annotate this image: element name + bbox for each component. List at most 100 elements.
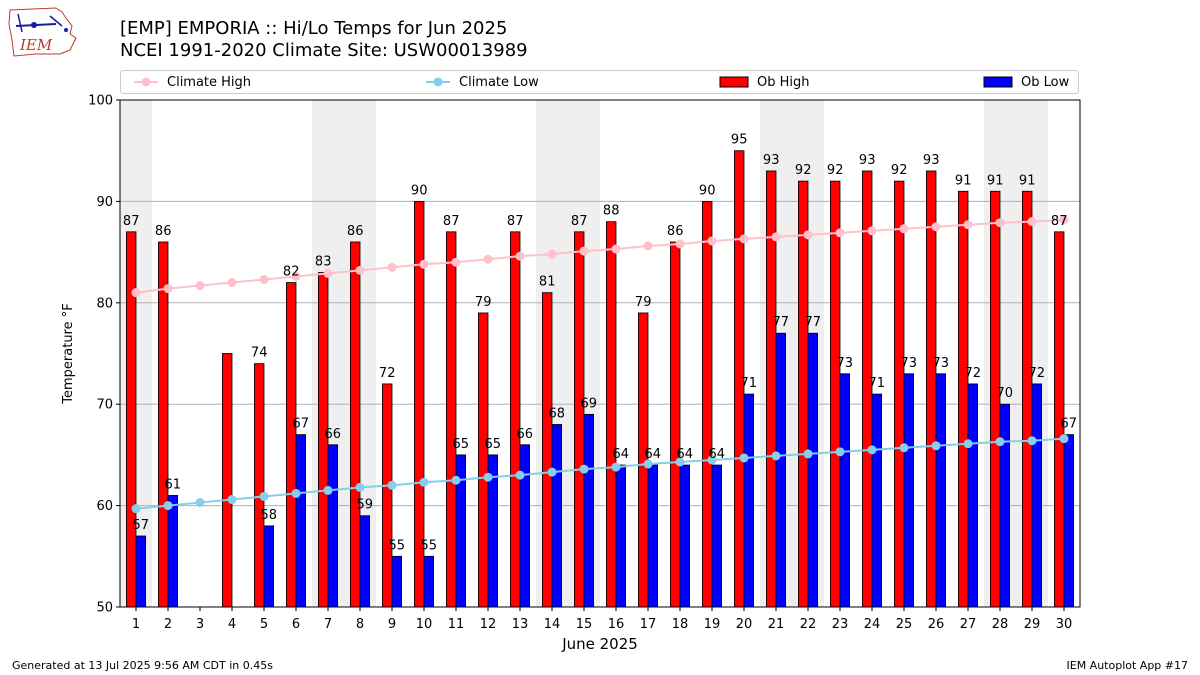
bar-ob-low	[615, 464, 627, 608]
x-tick-label: 7	[324, 617, 332, 632]
x-tick-label: 6	[292, 617, 300, 632]
point-climate-high	[291, 271, 301, 281]
data-label-ob-high: 93	[923, 153, 940, 168]
point-climate-low	[899, 443, 909, 453]
point-climate-high	[131, 288, 141, 298]
bar-ob-low	[1031, 383, 1043, 608]
x-tick-label: 26	[928, 617, 945, 632]
x-tick-label: 30	[1056, 617, 1073, 632]
point-climate-high	[355, 265, 365, 275]
x-tick-label: 4	[228, 617, 236, 632]
bar-ob-high	[1022, 190, 1033, 608]
bar-ob-high	[574, 231, 585, 608]
bar-ob-high	[285, 282, 297, 608]
y-tick-label: 90	[96, 195, 113, 210]
data-label-ob-high: 93	[763, 153, 780, 168]
data-label-ob-high: 86	[667, 224, 684, 239]
data-label-ob-high: 91	[1019, 173, 1036, 188]
bar-ob-low	[871, 393, 883, 608]
bar-ob-high	[477, 312, 489, 608]
data-label-ob-high: 87	[443, 214, 460, 229]
point-climate-high	[803, 230, 813, 240]
bar-ob-high	[830, 180, 841, 608]
data-label-ob-high: 92	[827, 163, 844, 178]
bar-ob-low	[935, 373, 947, 608]
point-climate-high	[515, 251, 525, 261]
legend-item-ob-high: Ob High	[719, 71, 810, 93]
point-climate-high	[163, 284, 173, 294]
legend-label: Ob High	[757, 74, 810, 90]
point-climate-low	[387, 480, 397, 490]
point-climate-high	[259, 274, 269, 284]
point-climate-low	[739, 453, 749, 463]
point-climate-low	[323, 485, 333, 495]
point-climate-low	[803, 449, 813, 459]
bar-ob-low	[967, 383, 979, 608]
bar-ob-high	[958, 190, 969, 608]
bar-ob-high	[798, 180, 809, 608]
legend-item-climate-low: Climate Low	[425, 71, 539, 93]
x-tick-label: 28	[992, 617, 1009, 632]
point-climate-high	[707, 236, 717, 246]
y-tick-label: 80	[96, 296, 113, 311]
bar-ob-high	[894, 180, 905, 608]
legend-label: Climate High	[167, 74, 252, 90]
data-label-ob-low: 67	[293, 417, 310, 432]
x-tick-label: 12	[480, 617, 497, 632]
bar-ob-low	[999, 403, 1011, 608]
data-label-ob-low: 69	[581, 396, 598, 411]
bar-ob-high	[509, 231, 521, 608]
bar-ob-high	[926, 170, 937, 608]
bar-ob-high	[445, 231, 457, 608]
data-label-ob-high: 79	[475, 295, 492, 310]
data-label-ob-high: 92	[891, 163, 908, 178]
x-tick-label: 8	[356, 617, 364, 632]
legend-label: Ob Low	[1021, 74, 1070, 90]
data-label-ob-high: 92	[795, 163, 812, 178]
point-climate-low	[483, 472, 493, 482]
plot-frame	[119, 99, 1081, 608]
x-tick-label: 22	[800, 617, 817, 632]
point-climate-high	[1027, 217, 1037, 227]
bar-ob-high	[702, 200, 713, 608]
x-tick-label: 23	[832, 617, 849, 632]
x-tick-label: 27	[960, 617, 977, 632]
x-tick-label: 17	[640, 617, 657, 632]
data-label-ob-high: 91	[987, 173, 1004, 188]
point-climate-high	[419, 259, 429, 269]
bar-ob-low	[647, 464, 659, 608]
x-tick-label: 10	[416, 617, 433, 632]
data-label-ob-low: 72	[965, 366, 982, 381]
point-climate-high	[451, 257, 461, 267]
legend-label: Climate Low	[459, 74, 539, 90]
bar-ob-low	[1063, 434, 1075, 608]
data-label-ob-low: 65	[485, 437, 502, 452]
legend-swatch-climate-high	[134, 77, 158, 87]
data-label-ob-high: 87	[1051, 214, 1068, 229]
bar-ob-low	[903, 373, 915, 608]
x-tick-label: 1	[132, 617, 140, 632]
data-label-ob-low: 55	[421, 538, 438, 553]
data-label-ob-high: 95	[731, 133, 748, 148]
y-tick-label: 70	[96, 398, 113, 413]
bar-ob-low	[263, 525, 275, 608]
data-label-ob-high: 79	[635, 295, 652, 310]
bar-ob-low	[391, 555, 403, 608]
x-tick-label: 15	[576, 617, 593, 632]
point-climate-high	[483, 254, 493, 264]
point-climate-low	[291, 488, 301, 498]
point-climate-high	[739, 234, 749, 244]
x-tick-label: 24	[864, 617, 881, 632]
bar-ob-high	[126, 231, 137, 608]
x-tick-label: 20	[736, 617, 753, 632]
point-climate-high	[387, 262, 397, 272]
data-label-ob-low: 70	[997, 386, 1014, 401]
bar-ob-low	[167, 495, 179, 608]
data-label-ob-low: 77	[773, 315, 790, 330]
chart-subtitle: NCEI 1991-2020 Climate Site: USW00013989	[120, 40, 528, 61]
data-label-ob-high: 86	[155, 224, 172, 239]
data-label-ob-high: 81	[539, 275, 556, 290]
legend-swatch-ob-low	[983, 76, 1013, 88]
svg-text:IEM: IEM	[19, 36, 53, 54]
point-climate-low	[163, 501, 173, 511]
